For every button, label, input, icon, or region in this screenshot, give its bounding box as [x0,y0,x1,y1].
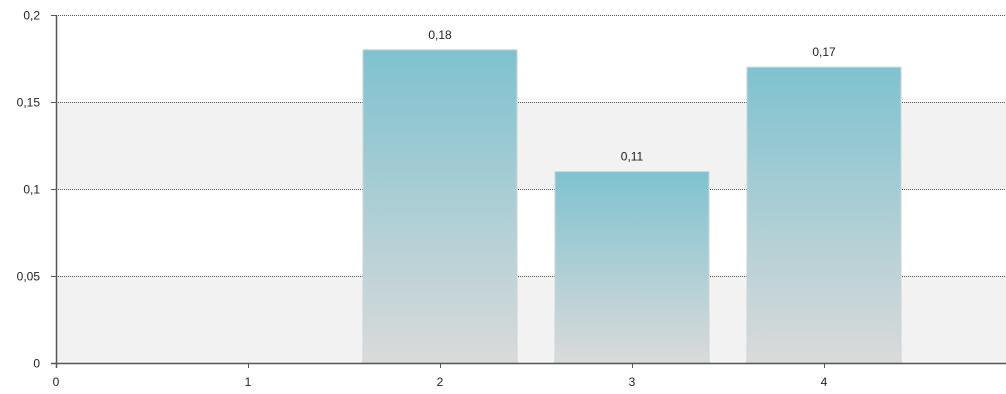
bar [746,66,902,364]
x-tick-label: 1 [245,375,252,389]
data-label: 0,11 [621,150,644,164]
y-tick-labels: 0 0,05 0,1 0,15 0,2 [17,9,41,371]
x-tick-label: 0 [53,375,60,389]
data-label: 0,18 [428,28,452,42]
gridlines [56,15,1006,277]
y-tick-label: 0,15 [17,96,41,110]
x-tick-label: 4 [821,375,828,389]
bars [362,49,902,364]
x-tick-labels: 0 1 2 3 4 [53,375,828,389]
x-tick-label: 3 [629,375,636,389]
axes [51,15,1006,368]
bar [554,171,710,364]
y-tick-label: 0,05 [17,270,41,284]
bar [362,49,518,364]
y-tick-label: 0,2 [23,9,40,23]
y-tick-label: 0,1 [23,183,40,197]
x-tick-label: 2 [437,375,444,389]
y-tick-label: 0 [33,357,40,371]
data-labels: 0,18 0,11 0,17 [428,28,836,164]
data-label: 0,17 [812,45,836,59]
